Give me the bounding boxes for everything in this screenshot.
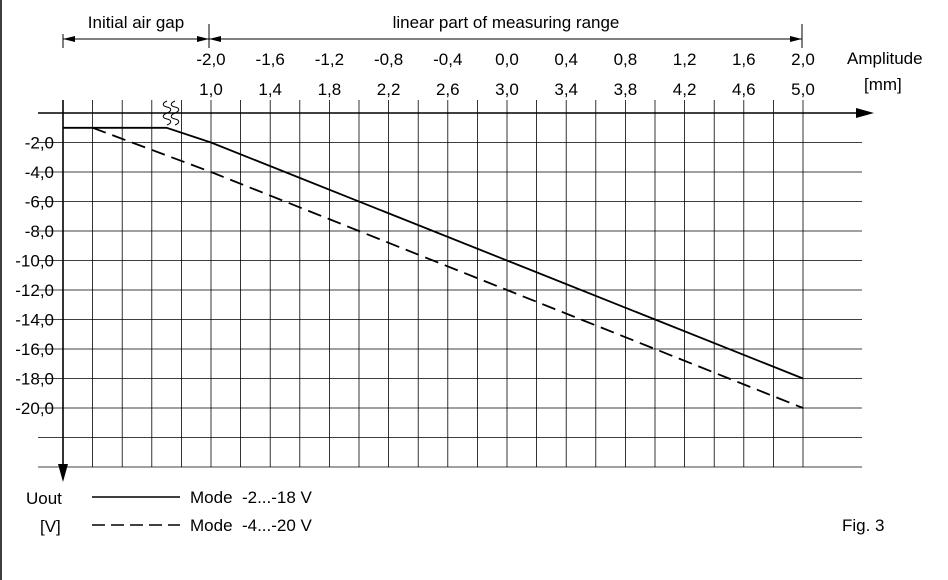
x-tick-label-amplitude: 0,0 xyxy=(495,50,519,69)
x-tick-label-amplitude: -1,6 xyxy=(256,50,285,69)
x-tick-label-distance: 3,4 xyxy=(554,80,578,99)
x-tick-label-amplitude: 1,2 xyxy=(673,50,697,69)
arrow-range-end-icon xyxy=(790,36,802,42)
x-tick-label-amplitude: 1,6 xyxy=(732,50,756,69)
linear-range-label: linear part of measuring range xyxy=(393,13,620,32)
arrow-range-start-icon xyxy=(209,36,221,42)
x-tick-label-amplitude: -1,2 xyxy=(315,50,344,69)
y-tick-label: -10,0 xyxy=(15,252,54,271)
x-tick-label-amplitude: -2,0 xyxy=(196,50,225,69)
x-axis-label-unit: [mm] xyxy=(864,75,902,94)
x-axis-arrow-icon xyxy=(856,108,874,118)
x-tick-label-distance: 3,0 xyxy=(495,80,519,99)
grid xyxy=(38,100,862,468)
y-tick-label: -6,0 xyxy=(25,193,54,212)
legend-label-mode-2-18: Mode -2...-18 V xyxy=(190,488,313,507)
x-tick-label-distance: 4,6 xyxy=(732,80,756,99)
x-tick-label-amplitude: 0,4 xyxy=(554,50,578,69)
x-tick-label-amplitude: 0,8 xyxy=(614,50,638,69)
axes xyxy=(38,100,874,482)
y-axis-label-unit: [V] xyxy=(40,517,61,536)
y-tick-label: -14,0 xyxy=(15,311,54,330)
x-axis-label-amplitude: Amplitude xyxy=(847,49,923,68)
x-tick-label-amplitude: -0,4 xyxy=(433,50,462,69)
y-axis-label-uout: Uout xyxy=(26,489,62,508)
y-tick-label: -18,0 xyxy=(15,370,54,389)
legend: Mode -2...-18 V Mode -4...-20 V xyxy=(92,488,313,535)
x-tick-label-distance: 1,0 xyxy=(199,80,223,99)
arrow-gap-end-icon xyxy=(197,36,209,42)
y-tick-label: -4,0 xyxy=(25,163,54,182)
series-line-mode-4-20 xyxy=(92,126,804,409)
x-tick-label-distance: 4,2 xyxy=(673,80,697,99)
x-tick-label-distance: 5,0 xyxy=(791,80,815,99)
series xyxy=(63,126,804,409)
figure-label: Fig. 3 xyxy=(842,516,885,535)
range-header: Initial air gap linear part of measuring… xyxy=(62,13,803,48)
axis-break-icon xyxy=(162,100,180,126)
x-tick-label-amplitude: -0,8 xyxy=(374,50,403,69)
y-tick-label: -8,0 xyxy=(25,222,54,241)
x-tick-label-distance: 1,4 xyxy=(258,80,282,99)
y-tick-label: -2,0 xyxy=(25,134,54,153)
arrow-left-icon xyxy=(63,36,75,42)
y-tick-label: -12,0 xyxy=(15,281,54,300)
x-tick-label-distance: 2,6 xyxy=(436,80,460,99)
x-tick-label-amplitude: 2,0 xyxy=(791,50,815,69)
x-tick-label-distance: 1,8 xyxy=(318,80,342,99)
tick-labels: -2,0 1,0 -1,6 1,4 -1,2 1,8 -0,8 2,2 -0,4 2,6 0,0 3,… xyxy=(15,50,815,418)
y-tick-label: -20,0 xyxy=(15,399,54,418)
x-tick-label-distance: 2,2 xyxy=(377,80,401,99)
y-tick-label: -16,0 xyxy=(15,340,54,359)
series-line-mode-2-18 xyxy=(63,126,804,380)
initial-air-gap-label: Initial air gap xyxy=(88,13,184,32)
legend-label-mode-4-20: Mode -4...-20 V xyxy=(190,516,313,535)
x-tick-label-distance: 3,8 xyxy=(614,80,638,99)
y-axis-arrow-icon xyxy=(58,464,68,482)
